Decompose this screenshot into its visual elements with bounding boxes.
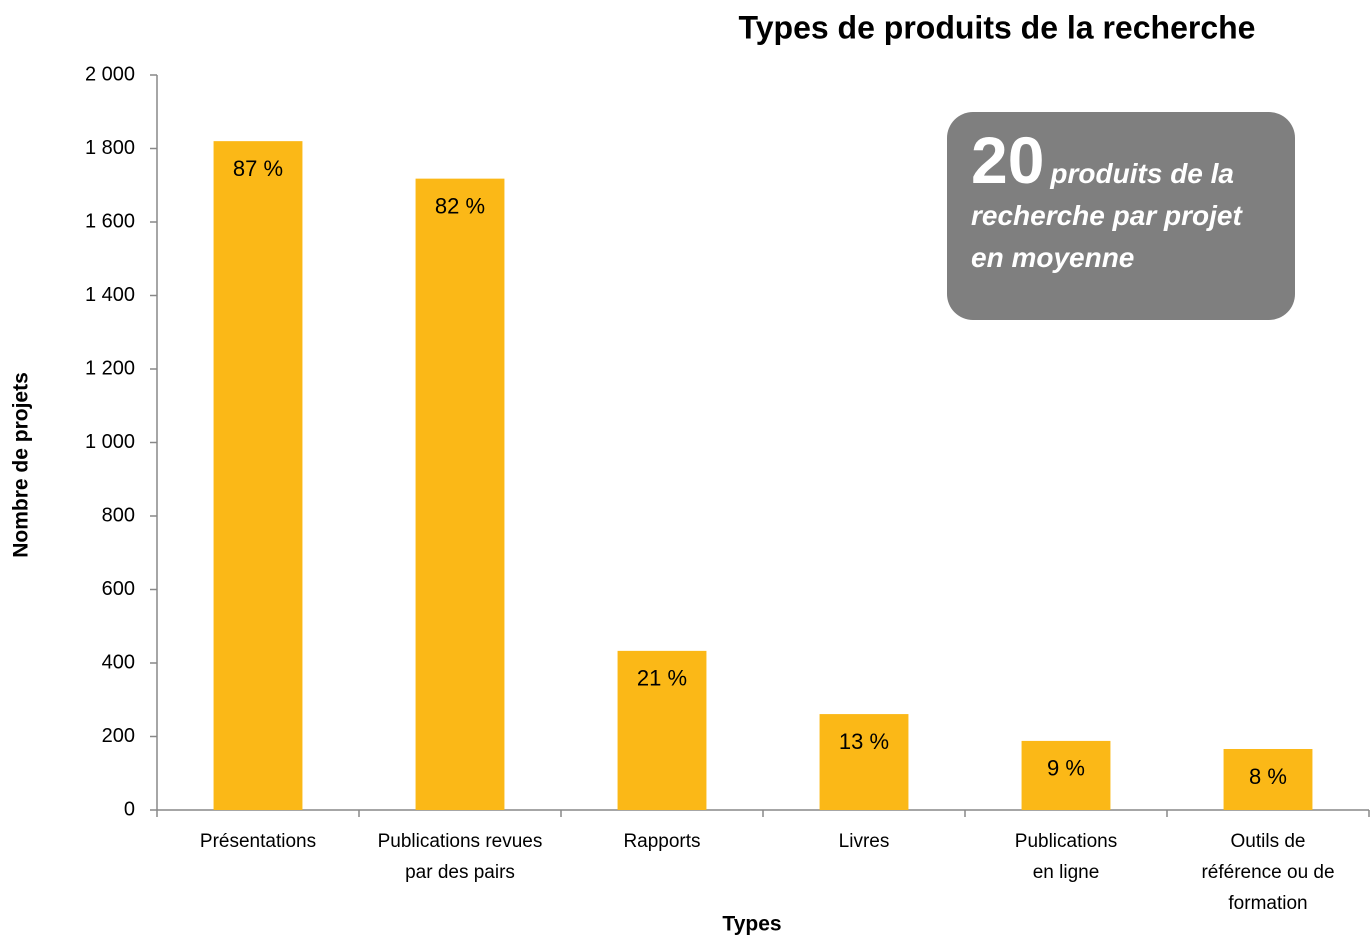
bar xyxy=(617,650,707,810)
x-axis-title: Types xyxy=(722,913,781,936)
bar-label: 87 % xyxy=(233,156,283,181)
y-tick-label: 0 xyxy=(124,798,135,820)
bar-label: 82 % xyxy=(435,193,485,218)
bar xyxy=(213,141,303,810)
y-tick-label: 600 xyxy=(102,578,135,600)
callout-value: 20 xyxy=(971,123,1045,197)
bar-label: 8 % xyxy=(1249,764,1287,789)
x-tick-label: Outils de référence ou de formation xyxy=(1201,831,1335,914)
x-tick-label: Publications revues par des pairs xyxy=(377,831,543,883)
bar-label: 13 % xyxy=(839,729,889,754)
y-tick-label: 1 000 xyxy=(85,431,135,453)
x-tick-label: Présentations xyxy=(199,831,317,852)
callout-text: produits de la recherche par projet en m… xyxy=(971,158,1242,273)
y-axis-title: Nombre de projets xyxy=(10,372,33,558)
y-tick-label: 1 800 xyxy=(85,137,135,159)
bar xyxy=(415,178,505,810)
chart-title: Types de produits de la recherche xyxy=(739,9,1256,45)
bar xyxy=(819,714,909,810)
y-tick-label: 1 200 xyxy=(85,357,135,379)
x-tick-label: Publications en ligne xyxy=(1014,831,1118,883)
y-tick-label: 1 400 xyxy=(85,284,135,306)
y-tick-label: 800 xyxy=(102,504,135,526)
bar-label: 9 % xyxy=(1047,756,1085,781)
y-tick-label: 1 600 xyxy=(85,210,135,232)
bar-label: 21 % xyxy=(637,666,687,691)
y-tick-label: 400 xyxy=(102,651,135,673)
bar xyxy=(1223,748,1313,810)
x-tick-label: Rapports xyxy=(623,831,701,852)
callout: 20 produits de la recherche par projet en… xyxy=(947,112,1295,320)
bar xyxy=(1021,740,1111,810)
y-tick-label: 2 000 xyxy=(85,63,135,85)
x-tick-label: Livres xyxy=(838,831,890,852)
y-tick-label: 200 xyxy=(102,725,135,747)
